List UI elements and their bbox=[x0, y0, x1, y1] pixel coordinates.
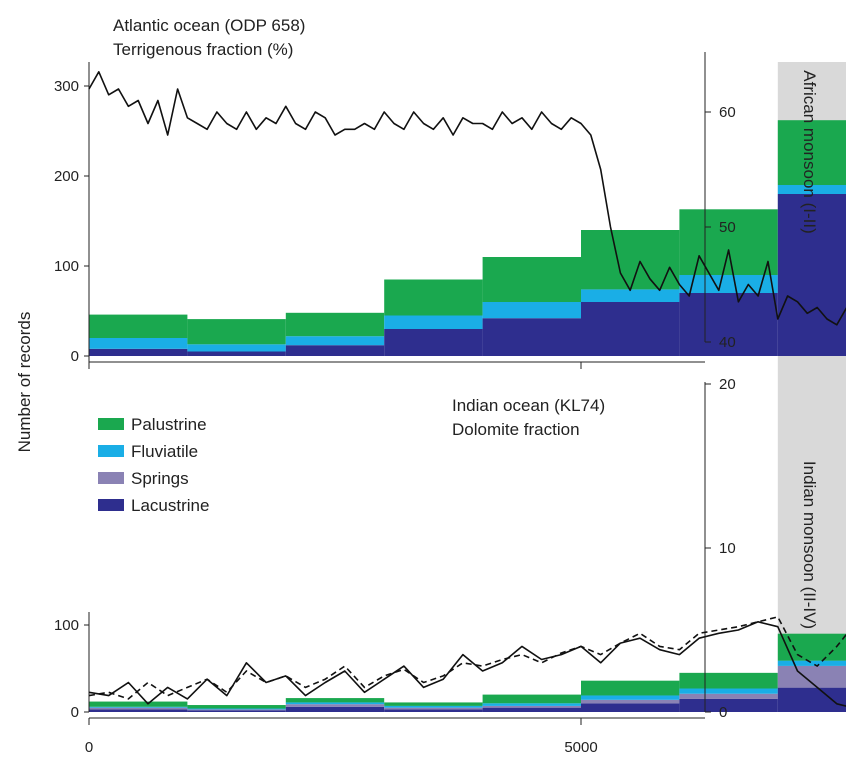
bottom-bar-lacustrine bbox=[187, 710, 286, 712]
top-bar-lacustrine bbox=[89, 348, 188, 356]
indian-overlay-dashed-line bbox=[88, 616, 846, 700]
bottom-bar-lacustrine bbox=[777, 687, 846, 712]
top-bar-fluviatile bbox=[482, 302, 581, 319]
right-axis-tick-label: 20 bbox=[719, 376, 736, 393]
bottom-bar-springs bbox=[581, 699, 680, 704]
bottom-bar-palustrine bbox=[482, 694, 581, 704]
top-bar-palustrine bbox=[482, 257, 581, 302]
legend-label-fluviatile: Fluviatile bbox=[131, 442, 198, 461]
bottom-bar-palustrine bbox=[187, 705, 286, 709]
right-axis-tick-label: 10 bbox=[719, 540, 736, 557]
legend-swatch-springs bbox=[98, 472, 124, 484]
legend-label-palustrine: Palustrine bbox=[131, 415, 207, 434]
right-axis-label-top: African monsoon (I-II) bbox=[800, 70, 819, 233]
top-bar-palustrine bbox=[285, 312, 385, 337]
top-bar-lacustrine bbox=[384, 329, 483, 356]
top-bar-lacustrine bbox=[679, 293, 778, 356]
left-axis-tick-label: 0 bbox=[71, 348, 79, 365]
bottom-bar-palustrine bbox=[285, 698, 385, 703]
top-bar-lacustrine bbox=[777, 194, 846, 356]
top-bar-fluviatile bbox=[89, 338, 188, 349]
left-axis-tick-label: 0 bbox=[71, 704, 79, 721]
top-bar-fluviatile bbox=[679, 275, 778, 293]
right-axis-tick-label: 0 bbox=[719, 704, 727, 721]
x-axis-tick-label: 5000 bbox=[564, 739, 597, 756]
bottom-bar-palustrine bbox=[581, 680, 680, 696]
top-bar-lacustrine bbox=[187, 351, 286, 356]
bottom-bar-fluviatile bbox=[285, 702, 385, 705]
top-bar-palustrine bbox=[187, 319, 286, 345]
bottom-bar-springs bbox=[482, 705, 581, 708]
bars-top bbox=[89, 120, 846, 356]
bottom-bar-fluviatile bbox=[581, 695, 680, 700]
indian-overlay-solid-line bbox=[88, 621, 846, 707]
bottom-bar-springs bbox=[384, 707, 483, 710]
bottom-bar-palustrine bbox=[679, 672, 778, 689]
right-axis-label-bottom: Indian monsoon (II-IV) bbox=[800, 461, 819, 629]
bottom-bar-fluviatile bbox=[777, 660, 846, 666]
top-bar-fluviatile bbox=[777, 185, 846, 194]
right-axis-bottom: 0 10 20 bbox=[704, 376, 736, 721]
bottom-bar-palustrine bbox=[89, 701, 188, 707]
bottom-bar-fluviatile bbox=[384, 705, 483, 708]
bottom-bar-lacustrine bbox=[89, 709, 188, 712]
bottom-bar-springs bbox=[89, 707, 188, 710]
left-axis-tick-label: 300 bbox=[54, 78, 79, 95]
bottom-bar-lacustrine bbox=[285, 706, 385, 712]
top-bar-fluviatile bbox=[581, 289, 680, 302]
right-axis-top: 40 50 60 bbox=[704, 52, 736, 351]
left-axis-label: Number of records bbox=[15, 312, 34, 453]
top-bar-fluviatile bbox=[384, 315, 483, 329]
left-axis-tick-label: 100 bbox=[54, 258, 79, 275]
bars-bottom bbox=[89, 633, 846, 712]
chart-title-bottom: Indian ocean (KL74) bbox=[452, 396, 605, 415]
top-bar-lacustrine bbox=[581, 302, 680, 356]
bottom-bar-springs bbox=[187, 709, 286, 711]
legend-label-springs: Springs bbox=[131, 469, 189, 488]
bottom-bar-lacustrine bbox=[482, 707, 581, 712]
bottom-bar-springs bbox=[679, 693, 778, 699]
left-axis-tick-label: 200 bbox=[54, 168, 79, 185]
chart-subtitle-bottom: Dolomite fraction bbox=[452, 420, 580, 439]
overlay-lines bbox=[88, 71, 846, 707]
bottom-bar-fluviatile bbox=[482, 703, 581, 706]
legend-swatch-lacustrine bbox=[98, 499, 124, 511]
right-axis-tick-label: 50 bbox=[719, 219, 736, 236]
right-axis-tick-label: 60 bbox=[719, 104, 736, 121]
legend: Palustrine Fluviatile Springs Lacustrine bbox=[98, 415, 209, 515]
left-axis-tick-label: 100 bbox=[54, 617, 79, 634]
bottom-bar-fluviatile bbox=[89, 706, 188, 708]
chart-subtitle-top: Terrigenous fraction (%) bbox=[113, 40, 293, 59]
top-bar-fluviatile bbox=[187, 344, 286, 352]
top-bar-palustrine bbox=[777, 120, 846, 185]
legend-swatch-palustrine bbox=[98, 418, 124, 430]
left-axis-top: 0 100 200 300 bbox=[54, 62, 90, 365]
top-bar-lacustrine bbox=[482, 318, 581, 356]
bottom-bar-fluviatile bbox=[679, 688, 778, 694]
top-bar-fluviatile bbox=[285, 336, 385, 346]
top-bar-palustrine bbox=[581, 230, 680, 290]
top-bar-lacustrine bbox=[285, 345, 385, 356]
legend-label-lacustrine: Lacustrine bbox=[131, 496, 209, 515]
x-axis-tick-label: 0 bbox=[85, 739, 93, 756]
bottom-bar-springs bbox=[777, 665, 846, 688]
right-axis-tick-label: 40 bbox=[719, 334, 736, 351]
atlantic-overlay-line-1 bbox=[88, 71, 846, 326]
legend-swatch-fluviatile bbox=[98, 445, 124, 457]
x-axis: 0500010000150002000025000cal yr BP bbox=[85, 361, 705, 756]
bottom-bar-palustrine bbox=[384, 702, 483, 706]
top-bar-palustrine bbox=[89, 314, 188, 338]
chart-title-top: Atlantic ocean (ODP 658) bbox=[113, 16, 305, 35]
bottom-bar-springs bbox=[285, 704, 385, 707]
bottom-bar-lacustrine bbox=[384, 709, 483, 712]
left-axis-bottom: 0 100 bbox=[54, 612, 90, 721]
top-bar-palustrine bbox=[679, 209, 778, 275]
bottom-bar-lacustrine bbox=[581, 703, 680, 712]
top-bar-palustrine bbox=[384, 279, 483, 316]
bottom-bar-fluviatile bbox=[187, 708, 286, 710]
bottom-bar-lacustrine bbox=[679, 698, 778, 712]
